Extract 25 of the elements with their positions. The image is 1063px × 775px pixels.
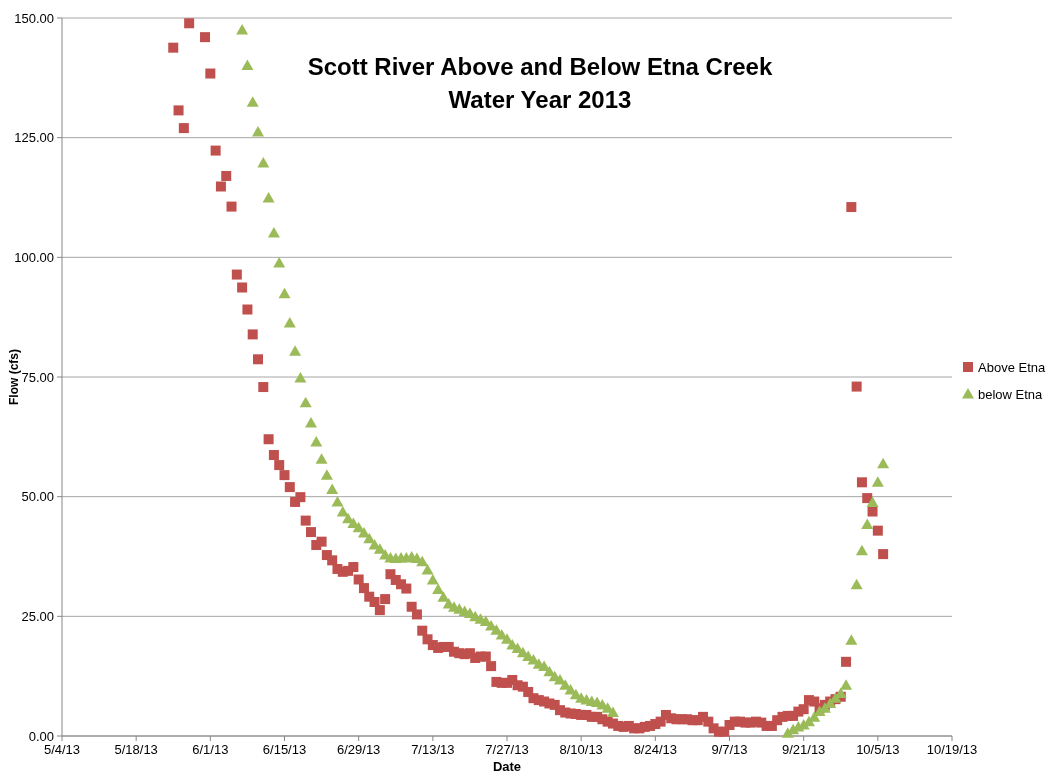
x-tick-label: 7/13/13 <box>411 742 455 757</box>
y-tick-label: 25.00 <box>21 608 54 624</box>
text: Scott River Above and Below Etna Creek Water Year 2013 <box>307 53 773 113</box>
x-tick-label: 5/4/13 <box>43 742 81 757</box>
y-tick-label: 150.00 <box>14 10 54 26</box>
x-tick-label: 6/29/13 <box>336 742 381 757</box>
x-tick-label: 9/7/13 <box>711 742 748 757</box>
y-tick-label: 75.00 <box>21 369 54 385</box>
x-tick-label: 8/24/13 <box>633 742 678 757</box>
y-axis-title: Flow (cfs) <box>7 349 21 405</box>
x-tick-label: 9/21/13 <box>781 742 826 757</box>
x-axis-title: Date <box>492 759 522 774</box>
legend-label: below Etna <box>978 386 1044 402</box>
legend-label: Above Etna <box>978 359 1046 375</box>
x-tick-label: 10/5/13 <box>856 742 900 757</box>
x-tick-label: 6/15/13 <box>262 742 307 757</box>
y-tick-label: 100.00 <box>14 249 54 265</box>
x-tick-label: 5/18/13 <box>114 742 158 757</box>
y-tick-label: 50.00 <box>21 489 54 505</box>
x-tick-label: 7/27/13 <box>485 742 529 757</box>
x-tick-label: 10/19/13 <box>926 742 978 757</box>
x-tick-label: 6/1/13 <box>192 742 229 757</box>
x-tick-label: 8/10/13 <box>559 742 603 757</box>
y-tick-label: 0.00 <box>28 728 54 744</box>
y-tick-label: 125.00 <box>14 130 54 146</box>
